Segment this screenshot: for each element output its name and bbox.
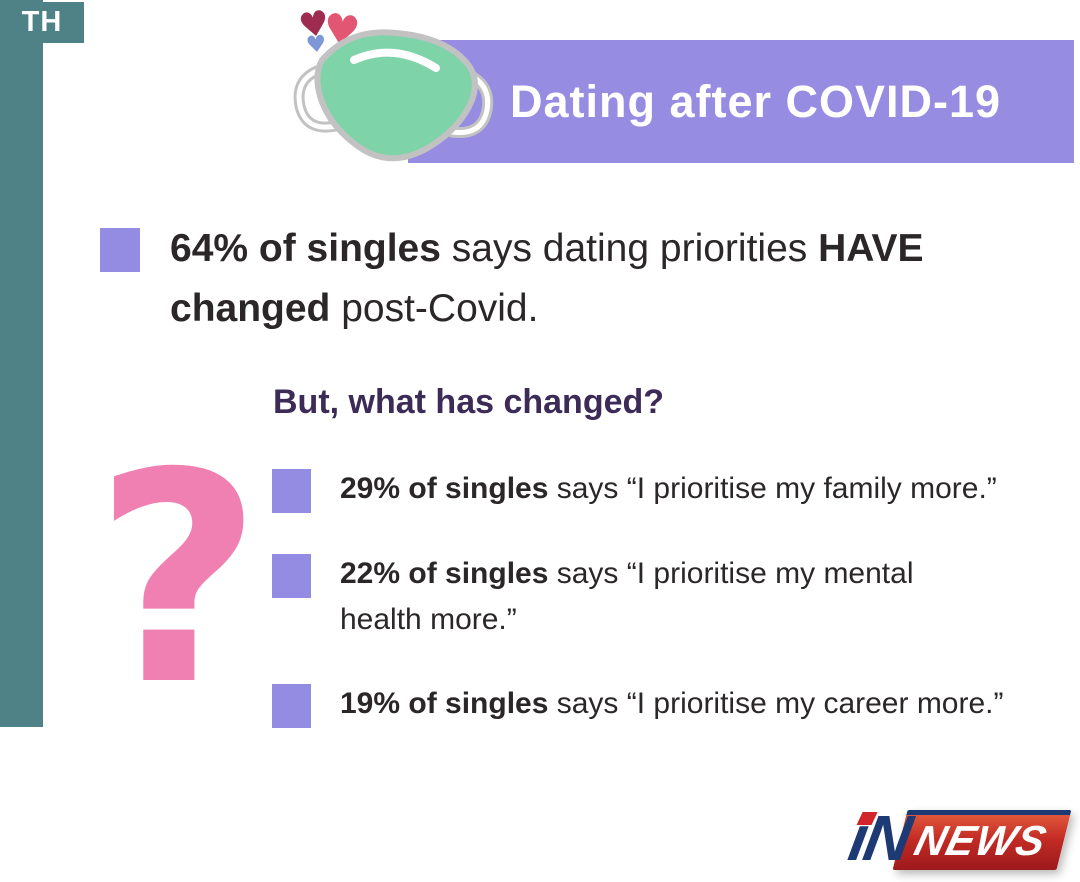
in-news-logo: iN NEWS [844,802,1072,874]
th-logo: TH [0,2,84,43]
logo-in-text: iN [843,802,915,875]
list-item: 22% of singles says “I prioritise my men… [272,551,1080,643]
bullet-list: 29% of singles says “I prioritise my fam… [272,466,1080,766]
bullet-square-icon [100,228,140,272]
list-item: 29% of singles says “I prioritise my fam… [272,466,1080,513]
header-banner: Dating after COVID-19 [408,40,1074,163]
bullet-text-mental-health: 22% of singles says “I prioritise my men… [340,557,914,636]
main-stat: 64% of singles says dating priorities HA… [100,219,1020,339]
main-stat-text: 64% of singles says dating priorities HA… [170,227,924,330]
logo-news-box: NEWS [892,810,1072,870]
logo-news-text: NEWS [910,817,1052,864]
question-heading: But, what has changed? [273,383,665,421]
list-item: 19% of singles says “I prioritise my car… [272,681,1080,728]
bullet-square-icon [272,684,311,728]
question-mark-icon: ? [94,412,263,749]
bullet-square-icon [272,469,311,513]
page-title: Dating after COVID-19 [510,75,1002,127]
bullet-text-family: 29% of singles says “I prioritise my fam… [340,472,997,505]
face-mask-icon [293,29,494,162]
bullet-square-icon [272,554,311,598]
th-logo-label: TH [21,6,63,38]
left-brand-bar [0,0,43,727]
bullet-text-career: 19% of singles says “I prioritise my car… [340,687,1004,720]
